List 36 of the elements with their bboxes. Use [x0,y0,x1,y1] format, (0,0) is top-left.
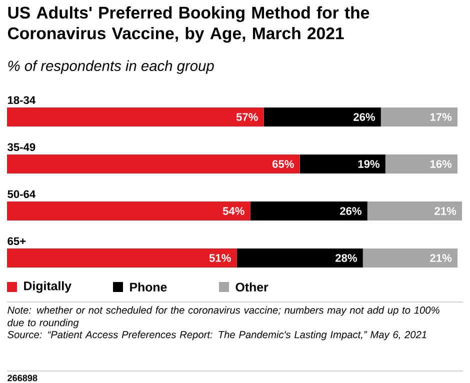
data-label: 16% [430,160,452,168]
text: Note: whether or not scheduled for the coronavirus vaccine; numbers may not add up to 100% due to rounding [8,306,440,328]
bar [380,108,458,127]
bar [7,202,250,221]
y-tick-label: 35-49 [8,143,36,152]
bar [236,248,363,268]
y-tick-label: 18-34 [8,96,36,104]
bar [300,154,386,174]
chart-title: US Adults' Preferred Booking Method for the Coronavirus Vaccine, by Age, March 2021 [8,6,370,43]
bar [367,202,462,221]
y-tick-label: 65+ [8,237,26,246]
data-label: 28% [336,254,357,262]
data-label: 57% [236,113,258,121]
bar [264,108,381,127]
data-label: 51% [209,254,231,262]
data-label: 65% [272,160,294,168]
bar [362,248,458,268]
bar [7,154,300,174]
legend-label: Phone [130,282,167,292]
data-label: 26% [340,207,362,215]
data-label: 17% [430,113,452,121]
bar [7,248,237,268]
data-label: 21% [430,254,452,262]
bar [250,202,368,221]
chart-subtitle: % of respondents in each group [8,60,214,74]
legend-label: Digitally [24,281,72,293]
data-label: 54% [222,207,244,215]
legend-label: Other [236,282,268,292]
data-label: 19% [358,160,380,168]
bar [7,108,264,127]
data-label: 21% [434,207,456,215]
text: 266898 [8,374,38,382]
source-note: Source: “Patient Access Preferences Report: The Pandemic's Lasting Impact,” May 6, 2021 [8,330,426,340]
bar [385,154,458,174]
data-label: 26% [354,113,376,121]
y-tick-label: 50-64 [8,190,36,198]
